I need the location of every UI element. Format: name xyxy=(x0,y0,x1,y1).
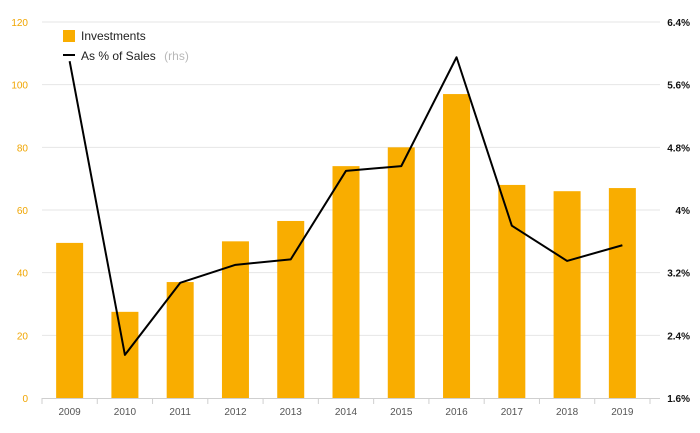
line-series-percent-of-sales xyxy=(68,56,623,356)
x-tick-label: 2018 xyxy=(556,407,579,418)
bar-2009 xyxy=(56,242,84,398)
y-left-tick-label: 0 xyxy=(22,394,28,405)
legend-swatch-investments xyxy=(63,30,75,42)
y-left-tick-label: 60 xyxy=(17,206,29,217)
x-tick-label: 2017 xyxy=(501,407,524,418)
x-tick-label: 2019 xyxy=(611,407,634,418)
x-tick-label: 2012 xyxy=(224,407,247,418)
legend-label-percent-of-sales: As % of Sales (rhs) xyxy=(81,47,189,64)
y-right-tick-label: 1.6% xyxy=(667,394,690,405)
y-right-tick-label: 5.6% xyxy=(667,81,690,92)
y-right-tick-label: 4.8% xyxy=(667,143,690,154)
y-left-tick-label: 100 xyxy=(11,81,28,92)
x-tick-label: 2015 xyxy=(390,407,413,418)
x-tick-label: 2009 xyxy=(59,407,82,418)
y-right-tick-label: 6.4% xyxy=(667,18,690,29)
bar-2014 xyxy=(332,166,360,398)
legend-label-percent-of-sales-name: As % of Sales xyxy=(81,49,156,63)
y-left-tick-label: 80 xyxy=(17,143,29,154)
x-tick-label: 2013 xyxy=(280,407,303,418)
y-axis-right: 1.6% 2.4% 3.2% 4% 4.8% 5.6% 6.4% xyxy=(667,18,690,405)
x-tick-label: 2010 xyxy=(114,407,137,418)
legend-label-investments: Investments xyxy=(81,29,146,43)
y-left-tick-label: 40 xyxy=(17,269,29,280)
bar-2018 xyxy=(553,191,581,398)
y-left-tick-label: 20 xyxy=(17,331,29,342)
y-left-tick-label: 120 xyxy=(11,18,28,29)
x-tick-label: 2011 xyxy=(169,407,191,418)
x-axis: 2009 2010 2011 2012 2013 2014 2015 2016 2017 2018… xyxy=(41,398,660,418)
bar-2016 xyxy=(443,94,471,399)
y-axis-left: 0 20 40 60 80 100 120 xyxy=(11,18,28,405)
y-right-tick-label: 3.2% xyxy=(667,269,690,280)
bar-2019 xyxy=(608,188,636,398)
bar-2011 xyxy=(166,282,194,398)
bar-series-investments xyxy=(56,94,636,399)
y-right-tick-label: 2.4% xyxy=(667,331,690,342)
legend: Investments As % of Sales (rhs) xyxy=(63,29,189,64)
bar-2013 xyxy=(277,220,305,398)
bar-2015 xyxy=(387,147,415,398)
x-tick-label: 2016 xyxy=(445,407,468,418)
bar-2017 xyxy=(498,184,526,398)
legend-label-rhs-suffix: (rhs) xyxy=(164,49,189,63)
x-tick-label: 2014 xyxy=(335,407,358,418)
y-right-tick-label: 4% xyxy=(676,206,691,217)
